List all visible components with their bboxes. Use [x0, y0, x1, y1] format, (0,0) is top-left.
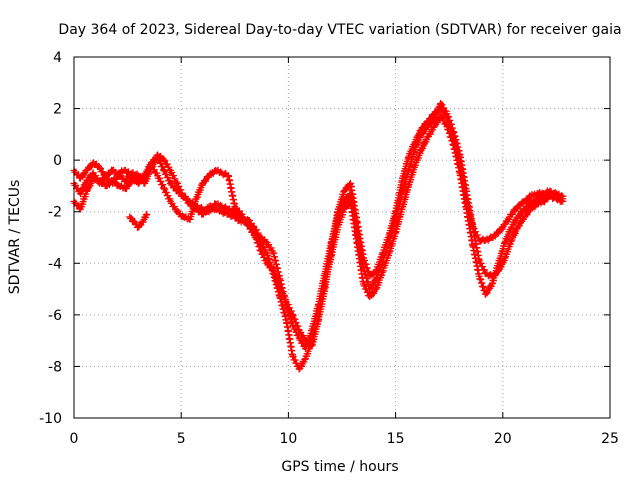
x-tick-label: 15 [387, 431, 405, 447]
y-tick-label: 2 [53, 102, 62, 118]
x-tick-label: 25 [601, 431, 619, 447]
data-points [70, 99, 567, 373]
y-tick-label: 0 [53, 153, 62, 169]
y-tick-label: -10 [39, 411, 62, 427]
axis-ticks [73, 56, 611, 419]
series-short-segment [126, 210, 151, 231]
x-axis-label: GPS time / hours [281, 459, 398, 475]
chart-title: Day 364 of 2023, Sidereal Day-to-day VTE… [58, 22, 621, 38]
data-point [160, 166, 168, 174]
y-tick-label: -6 [48, 308, 62, 324]
x-tick-label: 10 [279, 431, 297, 447]
series-trace-track-c [71, 105, 566, 349]
tick-labels: 0 5 10 15 20 25 -10 -8 -6 -4 -2 0 2 4 [39, 50, 619, 447]
y-tick-label: -8 [48, 359, 62, 375]
y-axis-label: SDTVAR / TECUs [7, 180, 23, 295]
series-trace-short-segment [127, 211, 150, 231]
y-tick-label: -4 [48, 256, 62, 272]
x-tick-label: 0 [70, 431, 79, 447]
data-point [126, 213, 134, 221]
x-tick-label: 5 [177, 431, 186, 447]
y-tick-label: -2 [48, 205, 62, 221]
plot-frame [73, 56, 611, 419]
y-tick-label: 4 [53, 50, 62, 66]
x-tick-label: 20 [494, 431, 512, 447]
data-point [160, 185, 168, 193]
series-track-c [70, 105, 567, 350]
